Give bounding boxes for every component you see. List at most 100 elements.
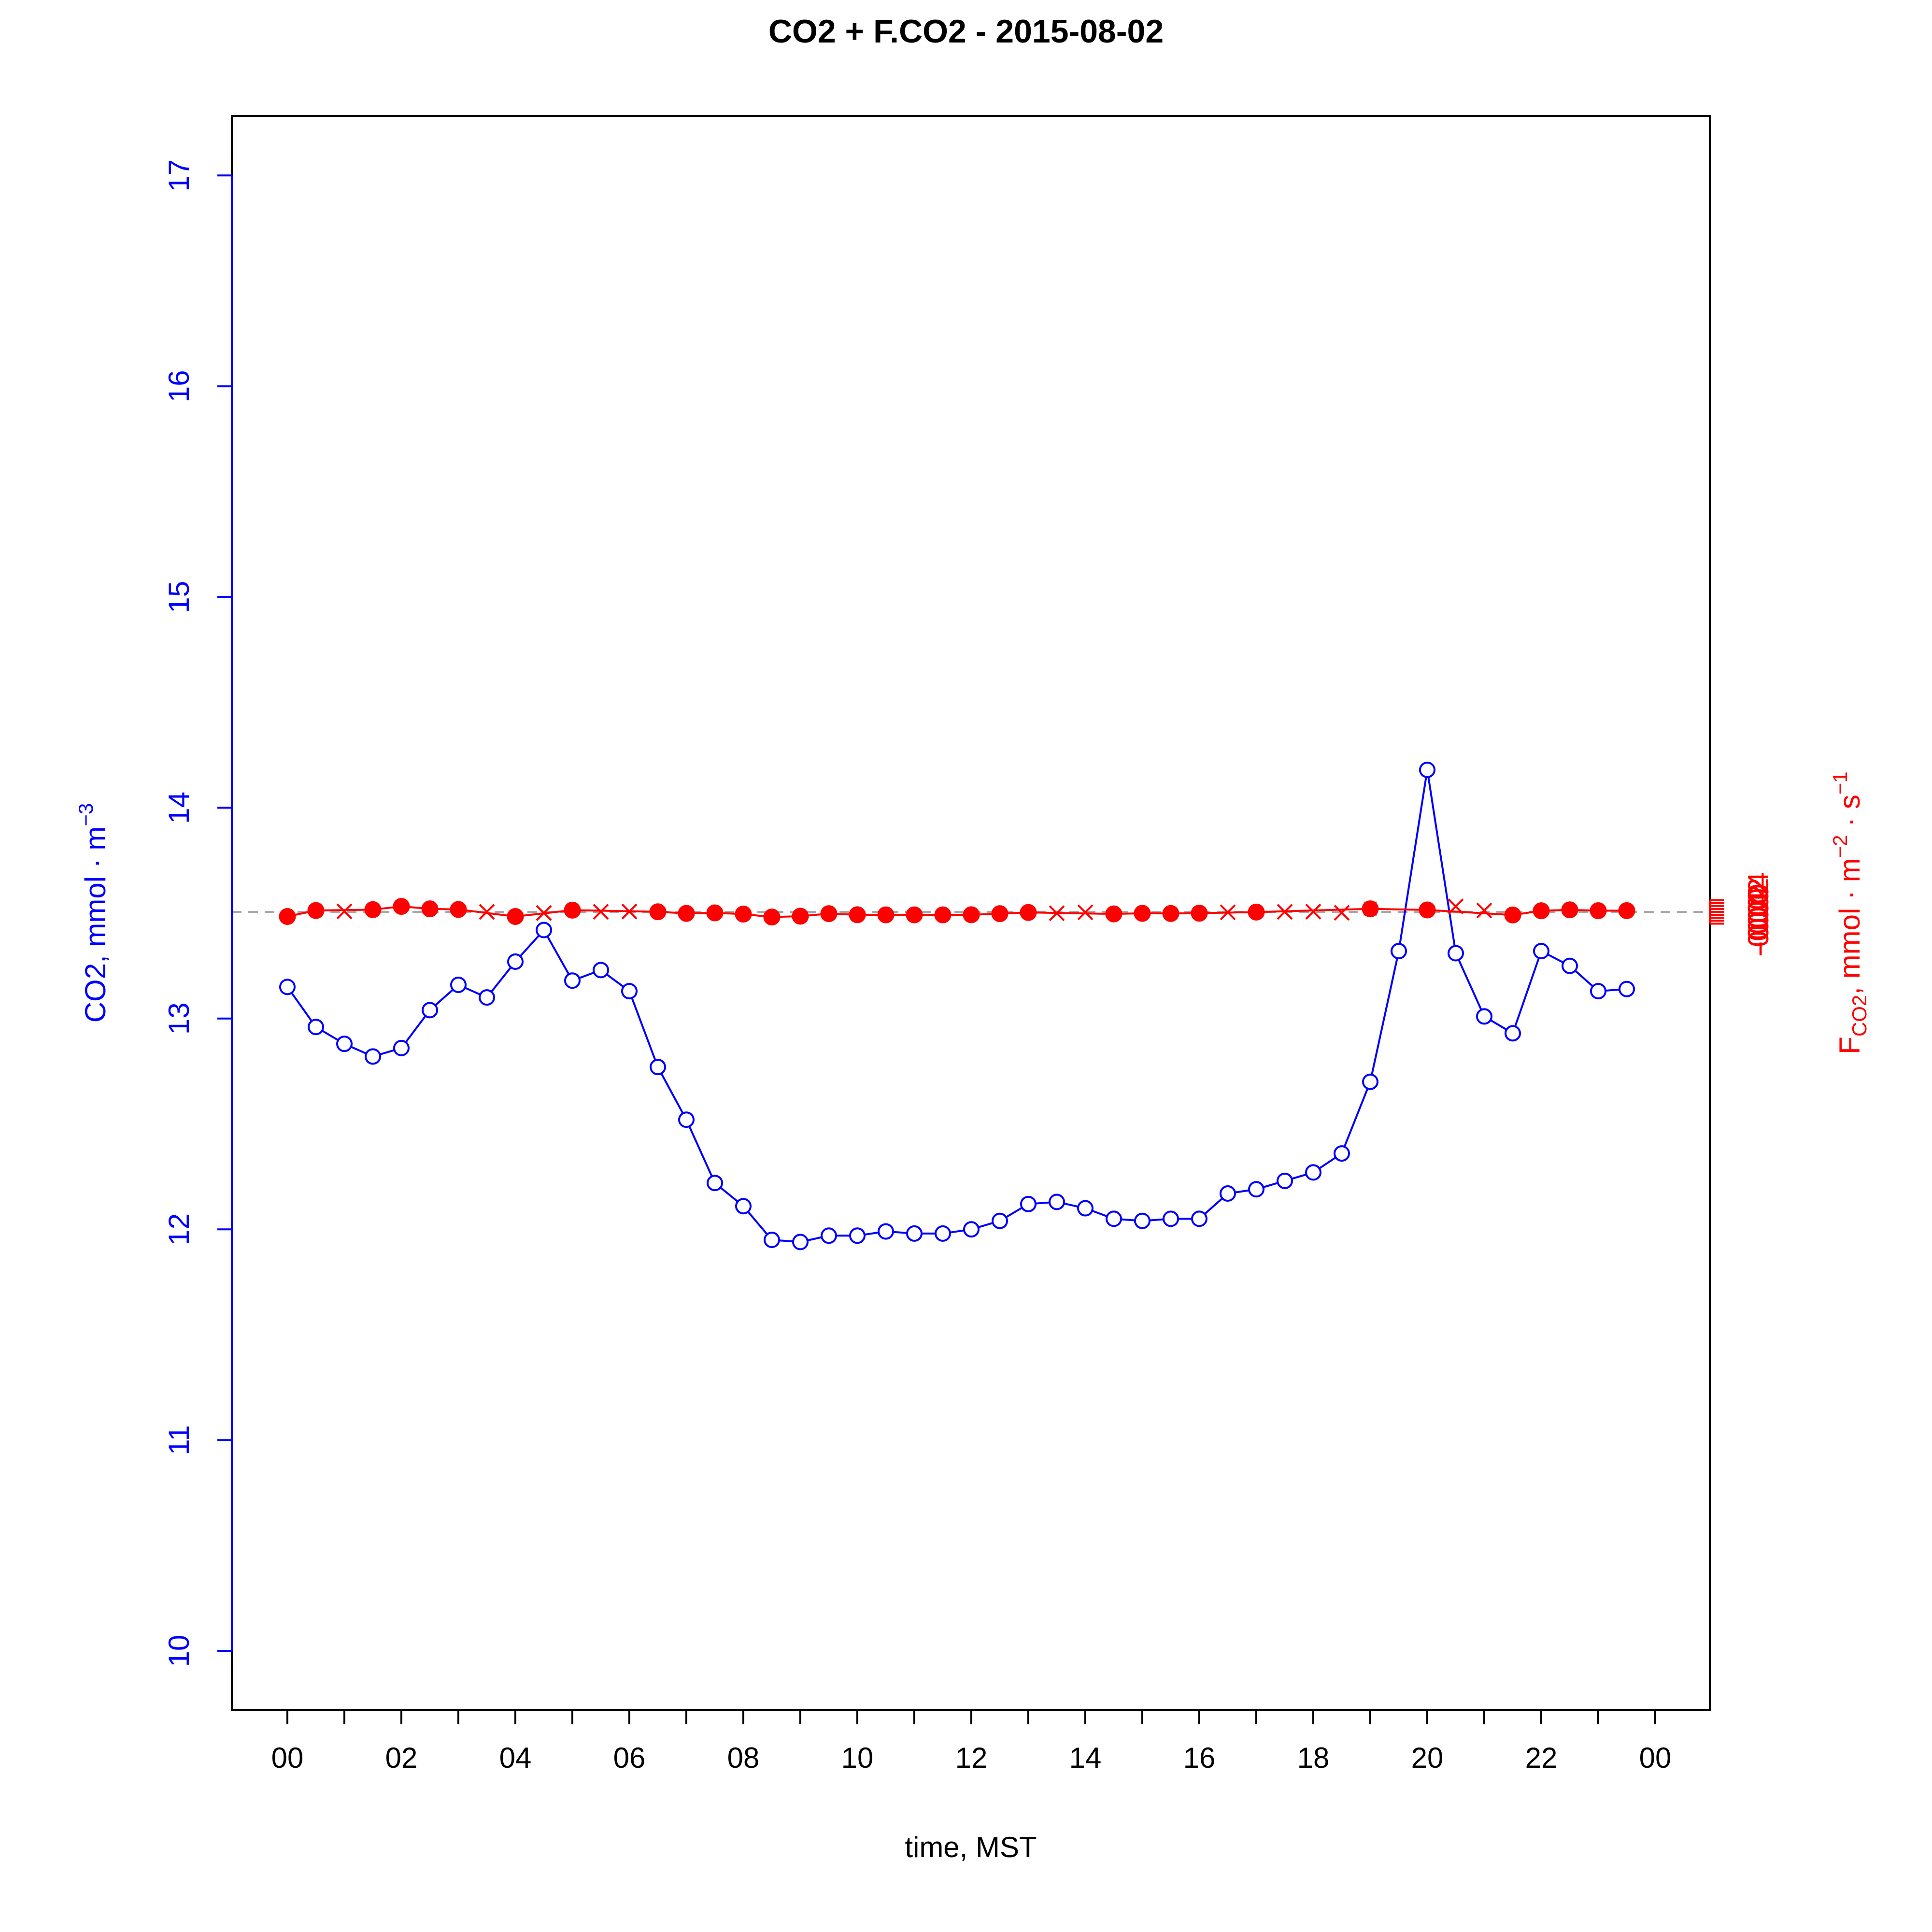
x-tick-label: 02 [385,1742,418,1774]
y-right-label-mid2: · s [1833,795,1866,835]
flux-point [1590,902,1607,919]
co2-point [650,1059,666,1076]
y-left-tick-label: 14 [163,792,195,824]
co2-point [564,972,581,989]
co2-point [1533,943,1549,960]
co2-point [849,1227,866,1244]
y-left-label-sup: −3 [74,803,97,826]
flux-point [906,906,923,923]
x-tick-label: 16 [1183,1742,1216,1774]
y-axis-left: 10 11 12 13 14 15 16 17 [163,159,233,1667]
flux-point [706,904,724,922]
flux-point [1020,904,1037,921]
y-left-tick-label: 13 [163,1002,195,1035]
flux-point [934,906,952,923]
co2-point [792,1234,809,1250]
co2-point [393,1039,410,1056]
flux-point [963,906,980,923]
x-tick-label: 06 [613,1742,646,1774]
flux-point [1561,901,1578,919]
co2-point [336,1036,353,1052]
co2-point [1590,983,1606,1000]
flux-point [1362,900,1379,918]
y-right-label-base: F [1833,1037,1866,1054]
flux-point [1618,902,1635,919]
co2-point [1476,1008,1492,1025]
flux-point [849,906,866,923]
co2-point [1106,1210,1122,1227]
flux-point [991,905,1009,923]
co2-point [279,979,296,995]
co2-point [1134,1212,1151,1229]
co2-series-layer [279,761,1635,1250]
co2-point [935,1225,951,1242]
flux-cross-point [621,903,638,920]
flux-point [564,901,581,919]
flux-point [820,905,838,923]
flux-point [1105,905,1122,923]
co2-point [621,983,638,1000]
y-right-tick-label: 0.00 [1742,884,1775,940]
flux-point [649,903,667,921]
x-tick-label: 12 [955,1742,988,1774]
y-right-tick-label: 0.04 [1742,872,1775,928]
flux-point [763,909,781,926]
y-axis-left-label: CO2, mmol · m−3 [74,803,112,1023]
y-left-label-main: CO2, mmol · m [79,826,112,1023]
co2-point [308,1019,324,1036]
co2-point [593,962,609,979]
co2-point [1077,1200,1094,1217]
flux-cross-point [1049,905,1065,922]
x-tick-label: 08 [727,1742,760,1774]
co2-point [1391,943,1407,960]
x-axis: 00 02 04 06 08 10 12 14 16 18 20 22 00 [271,1709,1671,1774]
x-tick-label: 14 [1069,1742,1102,1774]
co2-point [1163,1210,1179,1227]
co2-point [707,1175,723,1192]
co2-point [1305,1164,1321,1181]
y-right-tick-label: -0.04 [1742,891,1775,957]
y-right-label-mid: , mmol · m [1833,858,1866,994]
y-left-tick-label: 10 [163,1635,195,1667]
y-left-tick-label: 17 [163,159,195,192]
co2-point [1419,761,1435,778]
flux-point [1248,903,1265,921]
co2-point [906,1225,923,1242]
y-left-tick-label: 16 [163,370,195,402]
flux-cross-layer [336,898,1492,922]
flux-point [393,898,410,915]
co2-point [1020,1195,1037,1212]
y-left-tick-label: 12 [163,1213,195,1246]
flux-cross-point [536,905,552,921]
x-axis-label: time, MST [905,1831,1037,1863]
flux-cross-point [1476,902,1492,919]
flux-point [678,905,695,922]
flux-point [364,901,382,918]
flux-cross-point [1277,904,1293,920]
flux-point [1419,901,1436,919]
flux-point [1162,905,1179,922]
flux-point [307,902,325,919]
flux-series-layer [279,898,1635,926]
co2-point [1505,1025,1521,1042]
co2-point [764,1232,780,1249]
flux-point [1504,906,1521,923]
co2-point [1334,1145,1350,1162]
co2-point [992,1212,1008,1229]
flux-cross-point [593,904,609,920]
chart-title: CO2 + F.CO2 - 2015-08-02 [768,13,1164,50]
co2-point [536,922,552,938]
y-right-label-sup2: −1 [1829,771,1851,795]
co2-point [450,976,467,993]
flux-point [450,901,467,918]
x-tick-label: 20 [1411,1742,1444,1774]
flux-point [421,900,439,918]
co2-point [1277,1172,1293,1189]
y-left-tick-label: 15 [163,581,195,613]
y-right-label-sup1: −2 [1829,835,1851,858]
flux-point [877,906,895,923]
co2-point [1362,1073,1378,1090]
flux-cross-point [336,903,353,920]
